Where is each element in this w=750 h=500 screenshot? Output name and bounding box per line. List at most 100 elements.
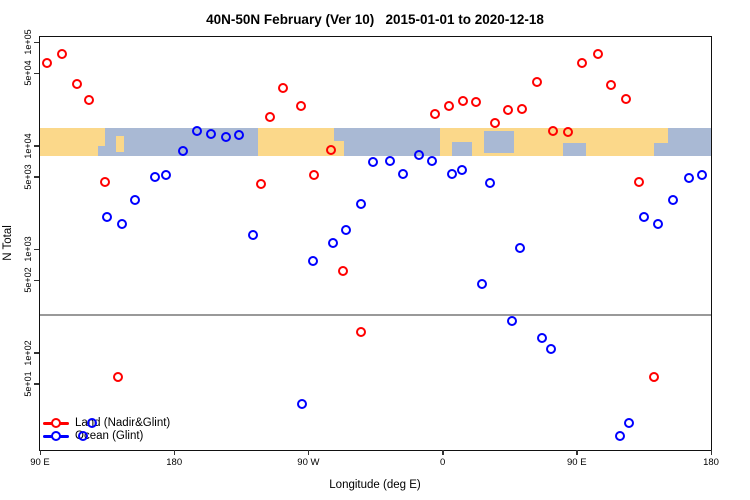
land-data-point	[621, 94, 631, 105]
land-data-point	[577, 57, 588, 68]
land-data-point	[295, 101, 306, 112]
ocean-data-point	[149, 172, 160, 183]
ocean-data-point	[356, 199, 367, 210]
x-tick-label: 180	[703, 457, 719, 468]
land-data-point	[593, 49, 604, 60]
y-tick-label: 5e+04	[23, 60, 33, 86]
ocean-data-point	[160, 169, 171, 180]
x-tick-label: 90 E	[567, 457, 587, 468]
ocean-data-point	[367, 157, 378, 168]
map-band-water-patch	[334, 127, 354, 141]
land-data-point	[308, 169, 319, 180]
land-data-point	[547, 126, 558, 137]
y-tick-label: 5e+01	[23, 371, 33, 397]
x-tick-mark	[576, 450, 578, 455]
y-tick-mark	[34, 176, 39, 178]
x-tick-label: 90 E	[30, 457, 50, 468]
land-data-point	[532, 77, 543, 88]
ocean-data-point	[485, 177, 496, 188]
land-data-point	[489, 117, 500, 128]
land-data-point	[458, 95, 469, 106]
y-tick-mark	[34, 72, 39, 75]
y-tick-label: 1e+05	[23, 29, 33, 55]
y-tick-mark	[34, 352, 39, 354]
legend-label: Ocean (Glint)	[75, 430, 144, 442]
land-data-point	[634, 177, 645, 188]
land-data-point	[325, 145, 336, 156]
map-band-land-segment	[335, 140, 345, 157]
land-data-point	[264, 112, 275, 123]
ocean-data-point	[384, 156, 395, 167]
y-tick-label: 1e+02	[23, 339, 33, 366]
land-data-point	[99, 177, 110, 188]
ocean-data-point	[192, 126, 202, 137]
map-band-water-patch	[484, 131, 515, 154]
y-tick-label: 5e+03	[23, 164, 33, 190]
map-band-land-segment	[439, 127, 654, 157]
land-data-point	[471, 96, 482, 107]
land-data-point	[430, 109, 441, 120]
map-band-water-patch	[98, 146, 105, 157]
land-data-point	[503, 105, 514, 116]
map-band-land-segment	[40, 127, 105, 157]
land-data-point	[255, 178, 266, 189]
y-tick-mark	[34, 383, 39, 385]
y-tick-label: 5e+02	[23, 267, 33, 293]
x-tick-label: 0	[439, 457, 446, 468]
x-tick-mark	[442, 450, 444, 455]
x-tick-mark	[307, 450, 310, 455]
map-band-water-patch	[563, 143, 586, 157]
ocean-data-point	[623, 417, 634, 428]
ocean-data-point	[177, 146, 188, 157]
ocean-data-point	[537, 333, 548, 344]
land-data-point	[443, 101, 454, 112]
threshold-line	[40, 314, 711, 317]
legend-marker-circle	[51, 431, 61, 441]
plot-area-border	[39, 36, 712, 451]
ocean-data-point	[397, 169, 408, 180]
map-band-land-segment	[653, 127, 668, 144]
ocean-data-point	[652, 218, 663, 229]
land-data-point	[649, 371, 660, 382]
ocean-data-point	[683, 172, 694, 183]
map-band-land-segment	[257, 127, 336, 157]
ocean-data-point	[87, 417, 98, 428]
y-tick-label: 1e+03	[23, 236, 33, 262]
ocean-data-point	[220, 132, 231, 143]
x-axis-label: Longitude (deg E)	[329, 479, 421, 491]
ocean-data-point	[427, 156, 437, 167]
y-tick-mark	[34, 145, 39, 147]
land-data-point	[516, 104, 527, 115]
legend-label: Land (Nadir&Glint)	[75, 417, 171, 429]
land-data-point	[84, 95, 95, 106]
y-tick-label: 1e+04	[23, 132, 33, 159]
ocean-data-point	[615, 431, 626, 442]
land-data-point	[278, 82, 289, 93]
land-data-point	[606, 79, 617, 90]
land-data-point	[42, 57, 53, 68]
ocean-data-point	[328, 238, 338, 249]
x-tick-mark	[173, 450, 176, 455]
ocean-data-point	[507, 316, 518, 327]
x-tick-label: 180	[166, 457, 183, 468]
land-data-point	[355, 326, 366, 337]
y-tick-mark	[34, 248, 39, 250]
x-tick-mark	[710, 450, 712, 455]
ocean-data-point	[413, 149, 424, 160]
ocean-data-point	[546, 344, 556, 355]
ocean-data-point	[341, 225, 352, 236]
map-band-water-patch	[451, 141, 472, 157]
y-tick-mark	[34, 41, 39, 43]
ocean-data-point	[514, 242, 525, 253]
ocean-data-point	[129, 194, 140, 205]
ocean-data-point	[308, 255, 319, 266]
legend-marker-circle	[51, 418, 61, 428]
ocean-data-point	[667, 194, 678, 205]
land-data-point	[57, 48, 68, 59]
land-data-point	[337, 266, 348, 277]
land-data-point	[562, 126, 573, 137]
map-band-land-segment	[116, 136, 125, 152]
ocean-data-point	[77, 431, 88, 442]
ocean-data-point	[296, 398, 307, 409]
